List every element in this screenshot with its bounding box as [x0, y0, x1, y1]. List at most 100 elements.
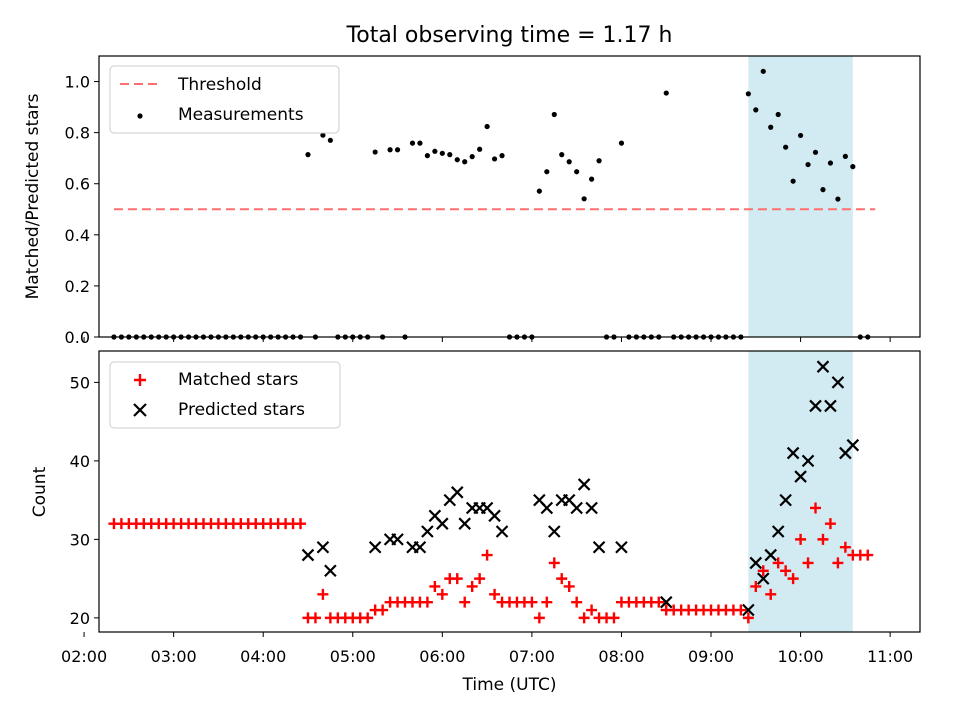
matched-star-point	[653, 596, 665, 608]
legend-measurements-label: Measurements	[178, 105, 304, 125]
measurement-point	[327, 137, 333, 143]
measurement-point	[394, 147, 401, 153]
top-highlight-span	[748, 56, 853, 337]
legend-matched-label: Matched stars	[178, 370, 298, 390]
bottom-legend: Matched stars Predicted stars	[109, 361, 341, 429]
bottom-y-tick-label: 20	[70, 609, 90, 628]
measurement-point	[387, 147, 393, 153]
predicted-star-point	[779, 493, 792, 507]
matched-star-point	[780, 565, 792, 577]
bottom-y-tick-label: 30	[70, 530, 90, 549]
matched-star-point	[824, 518, 836, 530]
matched-star-point	[436, 588, 448, 600]
top-axes-frame	[98, 55, 921, 338]
measurement-point	[544, 169, 550, 175]
measurement-point	[432, 148, 438, 154]
bottom-y-tick-label: 50	[70, 373, 90, 392]
measurement-point	[827, 160, 834, 166]
bottom-legend-box	[109, 361, 341, 429]
top-y-tick-label: 0.6	[65, 175, 90, 194]
matched-star-point	[548, 557, 560, 569]
measurement-point	[484, 123, 490, 130]
x-tick-label: 10:00	[778, 647, 824, 666]
predicted-stars-series	[301, 360, 860, 617]
matched-star-point	[489, 588, 501, 600]
matched-star-point	[541, 596, 553, 608]
x-tick-label: 03:00	[151, 647, 197, 666]
measurement-point	[835, 196, 841, 202]
bottom-y-ticks: 20 30 40 50	[70, 373, 99, 628]
predicted-star-point	[794, 470, 807, 483]
top-y-ticks: 0.0 0.2 0.4 0.6 0.8 1.0	[65, 73, 99, 347]
legend-measurements-swatch	[137, 113, 143, 119]
matched-star-point	[608, 612, 620, 624]
predicted-star-point	[495, 525, 509, 538]
matched-star-point	[309, 612, 321, 624]
predicted-star-point	[450, 486, 464, 499]
predicted-star-point	[324, 564, 337, 578]
x-tick-label: 08:00	[598, 647, 644, 666]
predicted-star-point	[436, 517, 449, 530]
predicted-star-point	[831, 376, 845, 389]
top-y-tick-label: 0.8	[65, 124, 90, 143]
predicted-star-point	[413, 540, 427, 554]
matched-star-point	[459, 596, 471, 608]
measurement-point	[551, 111, 557, 118]
matched-star-point	[429, 580, 441, 592]
x-tick-label: 06:00	[419, 647, 465, 666]
predicted-star-point	[801, 454, 815, 468]
matched-star-point	[810, 502, 822, 514]
measurement-point	[305, 152, 311, 158]
predicted-star-point	[421, 525, 434, 538]
measurement-point	[812, 149, 819, 155]
predicted-star-point	[756, 572, 770, 585]
matched-star-point	[295, 518, 307, 530]
matched-star-point	[772, 557, 784, 569]
matched-star-point	[563, 580, 575, 592]
x-axis-label: Time (UTC)	[462, 675, 557, 695]
top-panel: 0.0 0.2 0.4 0.6 0.8 1.0 Matched/Predicted sta…	[23, 55, 921, 347]
predicted-star-point	[659, 595, 673, 609]
matched-star-point	[466, 580, 478, 592]
predicted-star-point	[577, 478, 591, 491]
measurement-point	[790, 178, 796, 184]
measurement-point	[439, 150, 445, 156]
measurement-point	[477, 146, 483, 152]
matched-star-point	[533, 612, 545, 624]
matched-star-point	[802, 557, 814, 569]
measurement-point	[820, 187, 826, 193]
matched-star-point	[556, 573, 568, 585]
measurement-point	[447, 152, 453, 158]
predicted-star-point	[458, 517, 471, 530]
top-y-axis-label: Matched/Predicted stars	[23, 93, 43, 299]
matched-star-point	[481, 549, 493, 561]
predicted-star-point	[316, 540, 330, 554]
predicted-star-point	[764, 548, 778, 562]
predicted-star-point	[548, 525, 561, 538]
legend-predicted-swatch	[133, 403, 147, 417]
measurement-point	[320, 132, 326, 138]
matched-star-point	[795, 533, 807, 545]
measurement-point	[589, 176, 595, 182]
matched-star-point	[750, 580, 762, 592]
measurement-point	[842, 153, 848, 159]
measurement-point	[753, 107, 759, 113]
measurement-point	[850, 164, 856, 170]
predicted-star-point	[816, 360, 830, 373]
bottom-x-ticks: 02:00 03:00 04:00 05:00 06:00 07:00 08:00 09:00…	[61, 632, 913, 666]
predicted-star-point	[570, 501, 583, 515]
measurement-point	[596, 158, 602, 164]
measurement-point	[581, 196, 587, 202]
matched-star-point	[832, 557, 844, 569]
measurement-point	[783, 144, 789, 150]
measurement-point	[745, 91, 751, 97]
measurement-point	[663, 90, 669, 96]
matched-star-point	[377, 604, 389, 616]
measurement-point	[491, 156, 498, 162]
predicted-star-point	[540, 501, 554, 515]
predicted-star-point	[585, 501, 598, 515]
matched-star-point	[451, 573, 463, 585]
matched-star-point	[862, 549, 874, 561]
matched-star-point	[757, 565, 769, 577]
